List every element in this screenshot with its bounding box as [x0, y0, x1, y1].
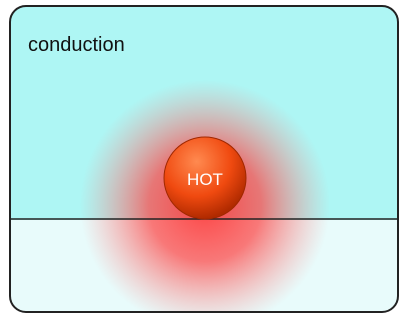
illustration: conduction HOT: [0, 0, 406, 316]
page: conduction HOT (() => { const data = JSO…: [0, 0, 406, 316]
panel-title: conduction: [28, 34, 125, 56]
ball-label: HOT: [187, 170, 223, 189]
